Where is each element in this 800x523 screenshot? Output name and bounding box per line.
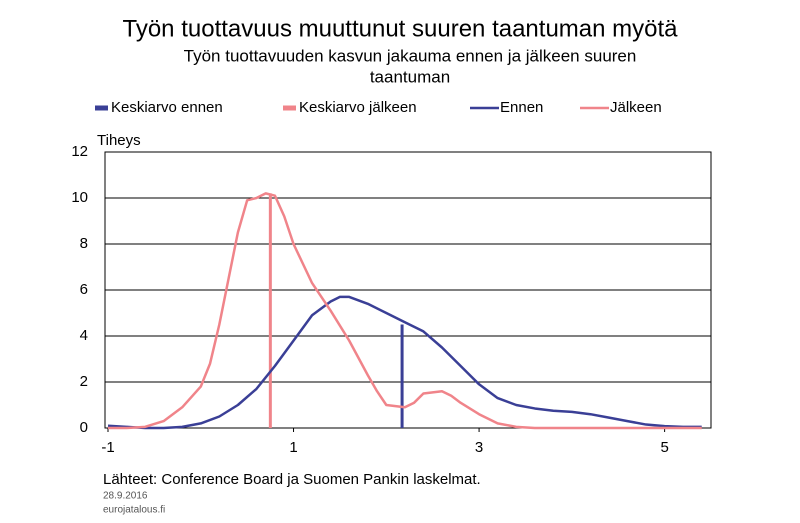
legend-label: Ennen <box>500 99 543 116</box>
x-tick-label: 1 <box>289 439 297 456</box>
y-tick-label: 12 <box>71 143 88 160</box>
legend-label: Jälkeen <box>610 99 662 116</box>
chart-title: Työn tuottavuus muuttunut suuren taantum… <box>123 15 679 42</box>
subtitle: Työn tuottavuuden kasvun jakauma ennen j… <box>184 46 637 65</box>
date: 28.9.2016 <box>103 491 148 502</box>
y-axis-label: Tiheys <box>97 132 141 149</box>
density-line <box>107 295 702 430</box>
x-tick-label: 3 <box>475 439 483 456</box>
site: eurojatalous.fi <box>103 505 165 516</box>
y-tick-label: 0 <box>80 419 88 436</box>
x-tick-label: -1 <box>101 439 114 456</box>
density-line <box>108 192 702 430</box>
y-tick-label: 10 <box>71 189 88 206</box>
y-tick-label: 8 <box>80 235 88 252</box>
source: Lähteet: Conference Board ja Suomen Pank… <box>103 471 481 488</box>
x-tick-label: 5 <box>660 439 668 456</box>
legend-label: Keskiarvo ennen <box>111 99 223 116</box>
y-tick-label: 6 <box>80 281 88 298</box>
legend-label: Keskiarvo jälkeen <box>299 99 417 116</box>
y-tick-label: 2 <box>80 373 88 390</box>
subtitle: taantuman <box>370 67 450 86</box>
y-tick-label: 4 <box>80 327 88 344</box>
